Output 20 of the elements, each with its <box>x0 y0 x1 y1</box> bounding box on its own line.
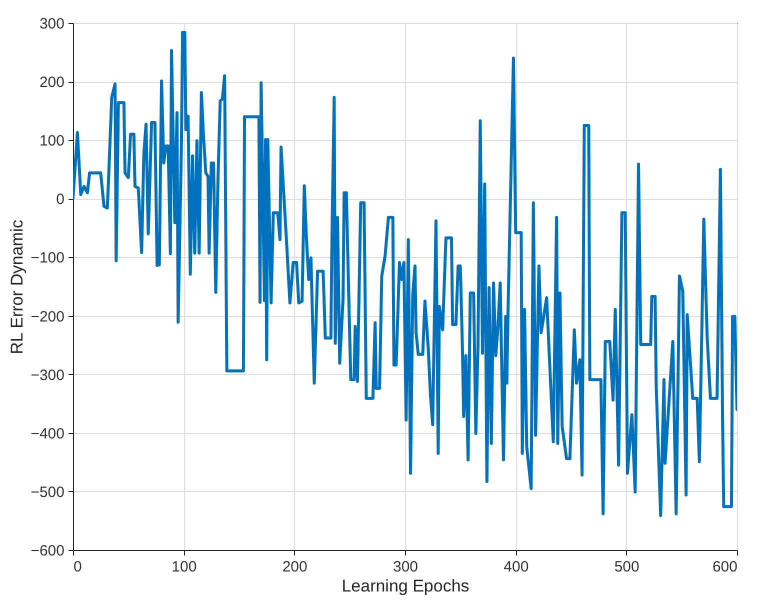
x-tick-label: 600 <box>712 558 738 576</box>
y-tick-label: −300 <box>30 366 64 384</box>
y-tick-label: 0 <box>56 191 64 208</box>
x-tick-label: 500 <box>614 558 640 576</box>
y-tick-label: −400 <box>30 425 64 442</box>
x-tick-label: 0 <box>74 558 82 576</box>
y-tick-label: 300 <box>39 16 64 32</box>
y-tick-label: 100 <box>39 132 64 150</box>
x-tick-label: 100 <box>172 558 197 576</box>
y-tick-label: −600 <box>30 542 64 560</box>
y-axis-title: RL Error Dynamic <box>8 219 27 354</box>
x-tick-label: 200 <box>282 558 308 576</box>
x-tick-label: 300 <box>392 558 418 576</box>
y-tick-label: 200 <box>39 74 64 92</box>
y-tick-label: −200 <box>30 308 64 326</box>
line-series <box>73 30 737 517</box>
x-tick-label: 400 <box>504 558 529 576</box>
y-tick-label: −500 <box>30 484 64 501</box>
x-axis-title: Learning Epochs <box>342 576 470 596</box>
y-tick-label: −100 <box>30 250 64 267</box>
